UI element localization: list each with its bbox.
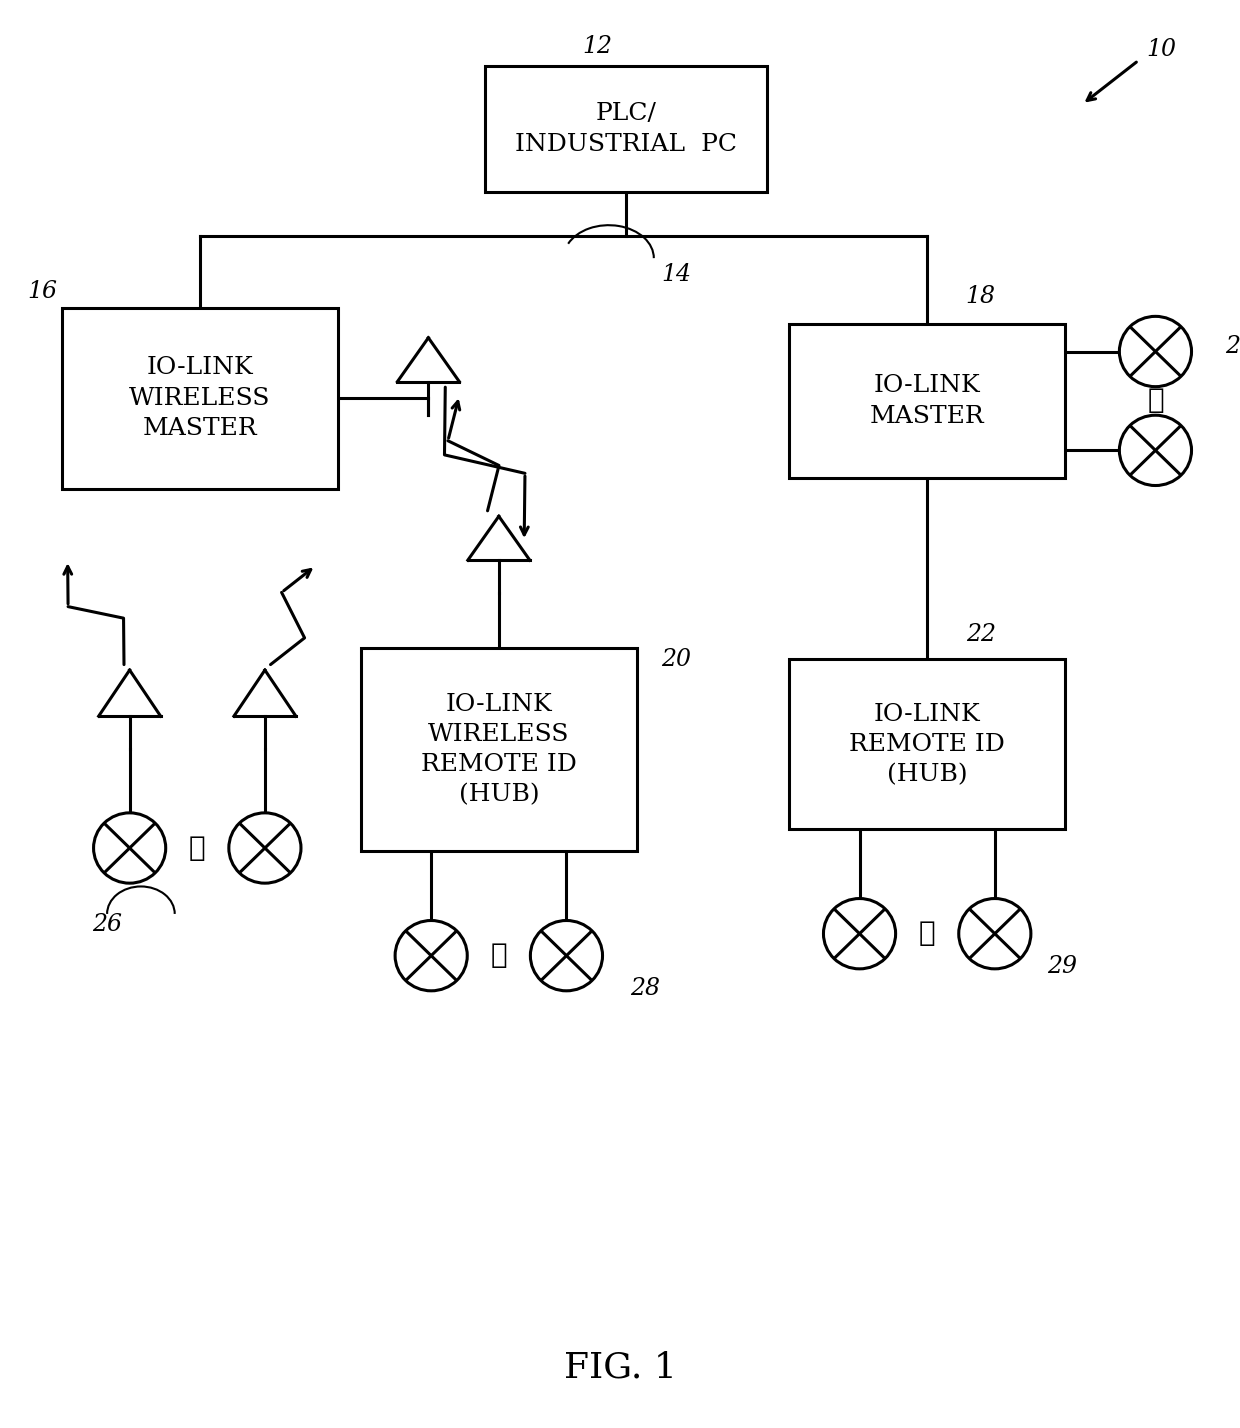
Text: 20: 20 (661, 647, 692, 671)
Bar (789, 324, 1065, 478)
Bar (789, 660, 1065, 830)
Text: FIG. 1: FIG. 1 (563, 1351, 677, 1385)
Text: IO-LINK
REMOTE ID
(HUB): IO-LINK REMOTE ID (HUB) (849, 703, 1006, 785)
Text: IO-LINK
WIRELESS
MASTER: IO-LINK WIRELESS MASTER (129, 357, 270, 440)
Bar (485, 66, 766, 193)
Circle shape (229, 813, 301, 883)
Circle shape (93, 813, 166, 883)
Circle shape (1120, 416, 1192, 486)
Text: 12: 12 (583, 34, 613, 57)
Text: ⋮: ⋮ (1147, 387, 1164, 414)
Circle shape (823, 898, 895, 968)
Bar (62, 307, 339, 488)
Text: 16: 16 (27, 280, 58, 303)
Text: 29: 29 (1048, 955, 1078, 978)
Text: PLC/
INDUSTRIAL  PC: PLC/ INDUSTRIAL PC (515, 103, 737, 156)
Text: 22: 22 (966, 624, 996, 647)
Text: 14: 14 (661, 263, 692, 286)
Circle shape (531, 921, 603, 991)
Text: 18: 18 (966, 286, 996, 308)
Text: 10: 10 (1146, 39, 1176, 61)
Text: 26: 26 (92, 914, 122, 937)
Text: 24: 24 (1225, 334, 1240, 357)
Circle shape (959, 898, 1030, 968)
Text: IO-LINK
MASTER: IO-LINK MASTER (870, 374, 985, 427)
Circle shape (396, 921, 467, 991)
Text: IO-LINK
WIRELESS
REMOTE ID
(HUB): IO-LINK WIRELESS REMOTE ID (HUB) (420, 693, 577, 807)
Text: 28: 28 (630, 977, 661, 1000)
Circle shape (1120, 317, 1192, 387)
Text: ⋯: ⋯ (919, 920, 935, 947)
Text: ⋯: ⋯ (188, 834, 206, 861)
Text: ⋯: ⋯ (491, 942, 507, 970)
Bar (361, 648, 637, 851)
